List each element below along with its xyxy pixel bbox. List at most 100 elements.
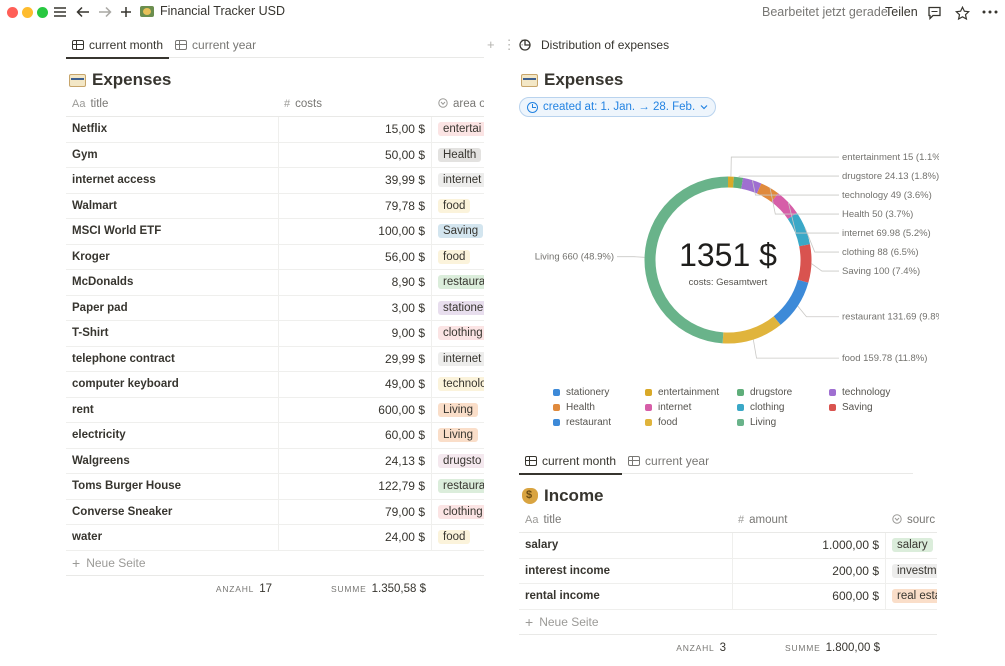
count-summary[interactable]: ANZAHL 3 [519,642,732,654]
legend-item[interactable]: restaurant [553,416,645,428]
donut-slice-technology[interactable] [741,177,762,194]
chart-view-header[interactable]: Distribution of expenses [519,38,669,52]
row-title[interactable]: T-Shirt [72,327,109,340]
row-title[interactable]: rental income [525,590,600,603]
row-amount[interactable]: 39,99 $ [278,168,432,193]
table-row[interactable]: electricity 60,00 $ Living [66,423,484,449]
row-title[interactable]: water [72,531,103,544]
table-row[interactable]: Converse Sneaker 79,00 $ clothing [66,499,484,525]
row-amount[interactable]: 60,00 $ [278,423,432,448]
row-title[interactable]: rent [72,403,94,416]
row-title[interactable]: Walmart [72,199,117,212]
row-title[interactable]: Toms Burger House [72,480,182,493]
legend-item[interactable]: technology [829,386,921,398]
row-title[interactable]: telephone contract [72,352,175,365]
maximize-window-button[interactable] [37,7,48,18]
legend-item[interactable]: clothing [737,401,829,413]
row-amount[interactable]: 15,00 $ [278,117,432,142]
row-title[interactable]: Kroger [72,250,110,263]
column-header-source[interactable]: sourc [886,508,937,532]
row-title[interactable]: electricity [72,429,126,442]
row-title[interactable]: Walgreens [72,454,130,467]
table-row[interactable]: Gym 50,00 $ Health [66,142,484,168]
back-arrow-icon[interactable] [74,2,92,22]
donut-slice-living[interactable] [644,176,729,344]
table-row[interactable]: rent 600,00 $ Living [66,397,484,423]
row-title[interactable]: salary [525,539,559,552]
row-category-cell[interactable]: internet [432,347,484,372]
add-icon[interactable] [118,2,134,22]
table-row[interactable]: telephone contract 29,99 $ internet [66,346,484,372]
table-row[interactable]: rental income 600,00 $ real esta [519,584,937,610]
legend-item[interactable]: food [645,416,737,428]
row-category-cell[interactable]: statione [432,296,484,321]
column-header-amount[interactable]: # amount [732,508,886,532]
row-category-cell[interactable]: Saving [432,219,484,244]
row-category-cell[interactable]: clothing [432,500,484,525]
chart-db-title[interactable]: Expenses [521,70,623,90]
donut-slice-health[interactable] [756,183,779,203]
row-category-cell[interactable]: food [432,194,484,219]
row-title[interactable]: MSCI World ETF [72,225,162,238]
new-page-button[interactable]: + Neue Seite [519,610,937,635]
column-header-area[interactable]: area o [432,92,484,116]
add-block-icon[interactable]: + [487,37,495,52]
row-category-cell[interactable]: real esta [886,584,937,609]
row-amount[interactable]: 79,00 $ [278,499,432,524]
income-db-title[interactable]: Income [522,486,604,506]
row-title[interactable]: Netflix [72,123,108,136]
row-title[interactable]: internet access [72,174,156,187]
sum-summary[interactable]: SUMME 1.350,58 $ [278,583,432,595]
row-amount[interactable]: 600,00 $ [732,584,886,609]
row-title[interactable]: computer keyboard [72,378,179,391]
row-category-cell[interactable]: investm [886,559,937,584]
table-row[interactable]: Walgreens 24,13 $ drugsto [66,448,484,474]
new-page-button[interactable]: + Neue Seite [66,551,484,576]
row-category-cell[interactable]: clothing [432,321,484,346]
legend-item[interactable]: Living [737,416,829,428]
expenses-db-title[interactable]: Expenses [69,70,171,90]
table-row[interactable]: computer keyboard 49,00 $ technolo [66,372,484,398]
row-amount[interactable]: 79,78 $ [278,193,432,218]
row-amount[interactable]: 29,99 $ [278,346,432,371]
row-amount[interactable]: 24,00 $ [278,525,432,550]
table-row[interactable]: MSCI World ETF 100,00 $ Saving [66,219,484,245]
row-title[interactable]: Gym [72,148,98,161]
column-header-costs[interactable]: # costs [278,92,432,116]
row-amount[interactable]: 49,00 $ [278,372,432,397]
row-title[interactable]: interest income [525,564,610,577]
tab-current-year[interactable]: current year [169,32,262,58]
row-title[interactable]: Converse Sneaker [72,505,173,518]
date-filter-pill[interactable]: created at: 1. Jan. → 28. Feb. [519,97,717,117]
row-amount[interactable]: 9,00 $ [278,321,432,346]
menu-icon[interactable] [51,2,69,22]
column-header-title[interactable]: Aa title [519,508,732,532]
row-category-cell[interactable]: technolo [432,372,484,397]
donut-slice-internet[interactable] [771,193,797,220]
table-row[interactable]: Walmart 79,78 $ food [66,193,484,219]
row-amount[interactable]: 3,00 $ [278,295,432,320]
close-window-button[interactable] [7,7,18,18]
tab-current-month[interactable]: current month [519,448,623,475]
legend-item[interactable]: entertainment [645,386,737,398]
row-amount[interactable]: 600,00 $ [278,397,432,422]
table-row[interactable]: Paper pad 3,00 $ statione [66,295,484,321]
row-category-cell[interactable]: drugsto [432,449,484,474]
tab-current-year[interactable]: current year [622,448,715,474]
row-amount[interactable]: 100,00 $ [278,219,432,244]
table-row[interactable]: interest income 200,00 $ investm [519,558,937,584]
row-amount[interactable]: 56,00 $ [278,244,432,269]
star-icon[interactable] [953,3,971,23]
row-amount[interactable]: 50,00 $ [278,142,432,167]
row-category-cell[interactable]: food [432,525,484,550]
column-header-title[interactable]: Aa title [66,92,278,116]
row-amount[interactable]: 24,13 $ [278,448,432,473]
forward-arrow-icon[interactable] [96,2,114,22]
row-category-cell[interactable]: restaura [432,270,484,295]
table-row[interactable]: Kroger 56,00 $ food [66,244,484,270]
table-row[interactable]: Toms Burger House 122,79 $ restaura [66,474,484,500]
tab-current-month[interactable]: current month [66,32,170,59]
table-row[interactable]: T-Shirt 9,00 $ clothing [66,321,484,347]
row-title[interactable]: McDonalds [72,276,134,289]
page-breadcrumb[interactable]: Financial Tracker USD [140,4,285,18]
